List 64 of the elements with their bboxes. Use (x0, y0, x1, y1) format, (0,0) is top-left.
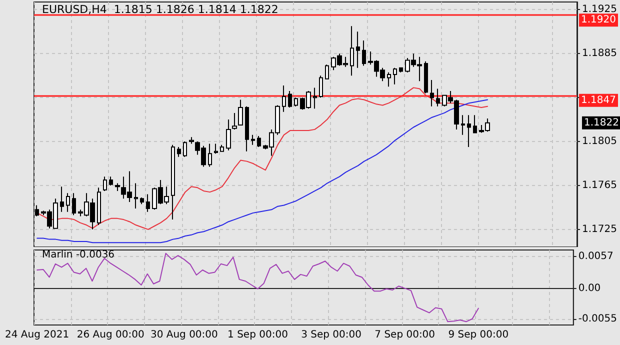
candlestick (146, 194, 150, 212)
candlestick (214, 143, 218, 154)
candlestick (220, 144, 224, 152)
x-tick-label: 1 Sep 00:00 (228, 330, 288, 340)
candlestick (109, 176, 113, 186)
chart-title: Marlin -0.0036 (42, 250, 115, 260)
candlestick (140, 197, 144, 205)
candlestick (245, 106, 249, 152)
candlestick (461, 114, 465, 136)
y-tick-label: 1.1805 (582, 136, 618, 148)
candlestick (134, 182, 138, 210)
candlestick (35, 204, 39, 217)
ref-line-label: 1.1847 (581, 94, 616, 106)
candlestick (257, 136, 261, 148)
chart-title: EURUSD,H4 1.1815 1.1826 1.1814 1.1822 (42, 3, 278, 16)
candlestick (430, 80, 434, 107)
candlestick (387, 72, 391, 88)
text: 1.1822 (584, 117, 619, 128)
candlestick (60, 186, 64, 212)
y-tick-label: 1.1725 (582, 224, 618, 235)
candlestick (208, 143, 212, 168)
candlestick (66, 192, 70, 212)
x-tick-label: 3 Sep 00:00 (301, 330, 362, 340)
candlestick (183, 141, 187, 158)
y-tick-label: 1.1765 (582, 180, 618, 191)
candlestick (350, 26, 354, 76)
y-tick-label: 0.00 (578, 282, 601, 294)
candlestick (393, 67, 397, 85)
candlestick (362, 40, 366, 66)
candlestick (103, 176, 107, 192)
x-tick-label: 7 Sep 00:00 (374, 330, 436, 340)
candlestick (294, 97, 298, 107)
candlestick (356, 31, 360, 68)
ref-line-label: 1.1920 (581, 14, 616, 26)
y-tick-label: 1.1885 (582, 48, 618, 60)
y-tick-label: 0.0057 (578, 251, 614, 262)
y-tick-label: -0.0055 (578, 313, 618, 324)
line-series (36, 99, 488, 244)
candlestick (399, 67, 403, 73)
x-tick-label: 30 Aug 00:00 (150, 330, 218, 340)
candlestick (72, 192, 76, 216)
candlestick (282, 85, 286, 112)
candlestick (424, 60, 428, 94)
candlestick (232, 112, 237, 130)
candlestick (325, 64, 329, 80)
line-series (36, 87, 488, 230)
candlestick (97, 187, 101, 226)
x-tick-label: 9 Sep 00:00 (448, 330, 509, 340)
candlestick (171, 144, 175, 220)
x-tick-label: 24 Aug 2021 (5, 330, 70, 340)
x-tick-label: 26 Aug 00:00 (76, 330, 144, 340)
candlestick (467, 114, 471, 148)
y-tick-label: 1.1925 (582, 4, 618, 16)
candlestick (473, 114, 477, 134)
candlestick (226, 119, 231, 151)
candlestick (251, 134, 255, 146)
candlestick (288, 90, 292, 108)
candlestick (189, 136, 194, 144)
candlestick (115, 182, 120, 192)
candlestick (177, 146, 181, 158)
candlestick (238, 99, 243, 126)
candlestick (313, 87, 317, 110)
candlestick (319, 75, 323, 98)
candlestick (436, 88, 440, 107)
